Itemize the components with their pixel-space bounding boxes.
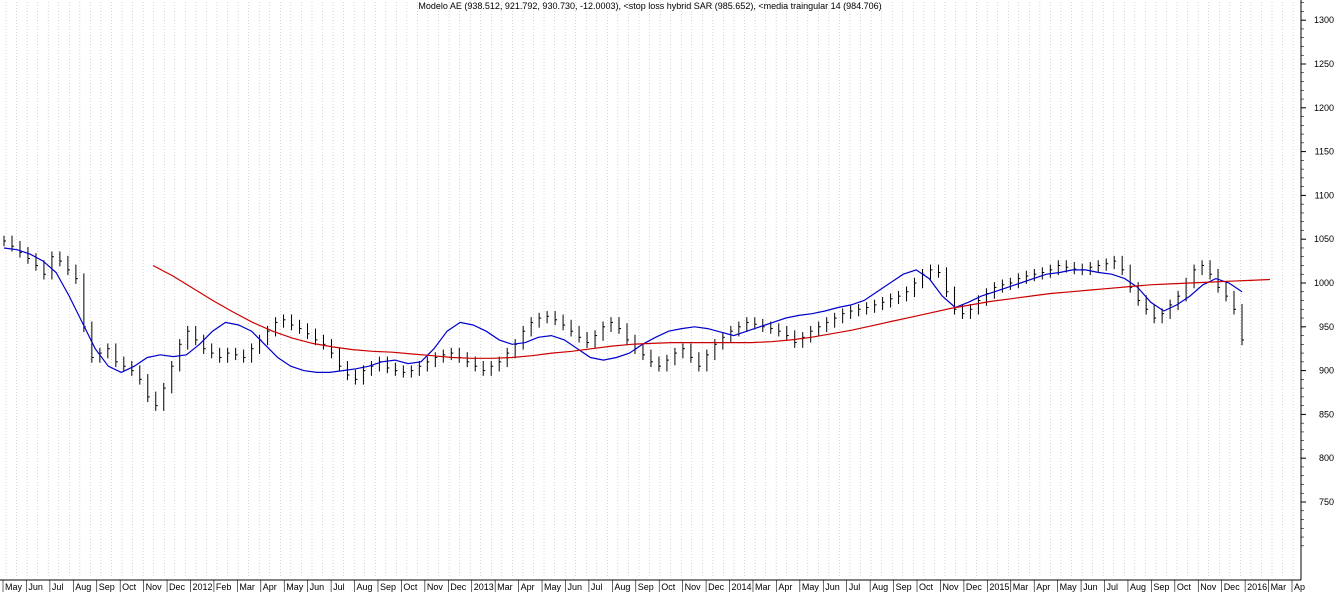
x-tick-label: Mar bbox=[239, 582, 255, 592]
y-tick-label: 800 bbox=[1319, 453, 1334, 463]
x-tick-label: Jul bbox=[333, 582, 345, 592]
x-tick-label: Sep bbox=[638, 582, 654, 592]
x-tick-label: Dec bbox=[450, 582, 467, 592]
y-tick-label: 850 bbox=[1319, 409, 1334, 419]
x-tick-label: Aug bbox=[1130, 582, 1146, 592]
y-tick-label: 1300 bbox=[1314, 15, 1334, 25]
x-tick-label: Oct bbox=[919, 582, 934, 592]
x-tick-label: Dec bbox=[1224, 582, 1241, 592]
indicator-lines bbox=[3, 247, 1271, 374]
x-tick-label: Aug bbox=[614, 582, 630, 592]
x-tick-label: May bbox=[286, 582, 304, 592]
y-tick-label: 1100 bbox=[1315, 190, 1334, 200]
x-axis: May Jun Jul Aug Sep Oct Nov Dec 2012 Feb Mar Apr May… bbox=[2, 580, 1305, 592]
x-tick-label: Jul bbox=[849, 582, 861, 592]
x-tick-label: Nov bbox=[942, 582, 959, 592]
x-tick-label: Nov bbox=[685, 582, 702, 592]
x-tick-label: Mar bbox=[1271, 582, 1287, 592]
y-tick-label: 1150 bbox=[1315, 147, 1334, 157]
x-tick-label: Nov bbox=[146, 582, 163, 592]
x-tick-label: 2015 bbox=[989, 582, 1009, 592]
x-tick-label: Aug bbox=[75, 582, 91, 592]
y-tick-label: 1200 bbox=[1314, 103, 1334, 113]
y-tick-label: 950 bbox=[1319, 322, 1334, 332]
x-tick-label: Dec bbox=[169, 582, 186, 592]
x-tick-label: Jun bbox=[567, 582, 582, 592]
y-axis: 750 800 850 900 950 1000 1050 1100 1150 1200 1250 1… bbox=[1301, 2, 1334, 547]
x-tick-label: 2016 bbox=[1247, 582, 1267, 592]
x-tick-label: May bbox=[802, 582, 820, 592]
x-tick-label: May bbox=[5, 582, 23, 592]
y-tick-label: 1250 bbox=[1314, 59, 1334, 69]
x-tick-label: Nov bbox=[427, 582, 444, 592]
x-tick-label: 2013 bbox=[474, 582, 494, 592]
x-tick-label: Apr bbox=[521, 582, 535, 592]
x-tick-label: Jun bbox=[28, 582, 43, 592]
x-tick-label: 2014 bbox=[732, 582, 752, 592]
vertical-gridlines bbox=[5, 2, 1294, 578]
x-tick-label: Dec bbox=[966, 582, 983, 592]
chart-title: Modelo AE (938.512, 921.792, 930.730, -1… bbox=[418, 1, 881, 11]
x-tick-label: Mar bbox=[497, 582, 513, 592]
x-tick-label: Sep bbox=[896, 582, 912, 592]
x-tick-label: Jun bbox=[825, 582, 840, 592]
price-bars bbox=[3, 235, 1244, 411]
x-tick-label: Oct bbox=[661, 582, 676, 592]
y-tick-label: 900 bbox=[1319, 366, 1334, 376]
triangular-ma-line bbox=[152, 264, 1271, 359]
x-tick-label: Sep bbox=[99, 582, 115, 592]
x-tick-label: May bbox=[544, 582, 562, 592]
x-tick-label: Jun bbox=[1083, 582, 1098, 592]
x-tick-label: Mar bbox=[755, 582, 771, 592]
x-tick-label: Apr bbox=[778, 582, 792, 592]
x-tick-label: Jun bbox=[310, 582, 325, 592]
x-tick-label: Oct bbox=[122, 582, 137, 592]
sar-line bbox=[3, 247, 1243, 374]
x-tick-label: Feb bbox=[216, 582, 232, 592]
y-tick-label: 1000 bbox=[1314, 278, 1334, 288]
x-tick-label: Nov bbox=[1200, 582, 1217, 592]
x-tick-label: Ap bbox=[1294, 582, 1305, 592]
x-tick-label: Jul bbox=[1107, 582, 1119, 592]
x-tick-label: Apr bbox=[263, 582, 277, 592]
x-tick-label: Apr bbox=[1036, 582, 1050, 592]
x-tick-label: Jul bbox=[591, 582, 603, 592]
x-tick-label: Oct bbox=[403, 582, 418, 592]
x-tick-label: May bbox=[1060, 582, 1078, 592]
x-tick-label: Sep bbox=[380, 582, 396, 592]
y-tick-label: 750 bbox=[1319, 497, 1334, 507]
y-tick-label: 1050 bbox=[1314, 234, 1334, 244]
x-tick-label: Mar bbox=[1013, 582, 1029, 592]
x-tick-label: Aug bbox=[357, 582, 373, 592]
x-tick-label: 2012 bbox=[192, 582, 212, 592]
x-tick-label: Aug bbox=[872, 582, 888, 592]
x-tick-label: Oct bbox=[1177, 582, 1192, 592]
x-tick-label: Sep bbox=[1153, 582, 1169, 592]
x-tick-label: Dec bbox=[708, 582, 725, 592]
x-tick-label: Jul bbox=[52, 582, 64, 592]
